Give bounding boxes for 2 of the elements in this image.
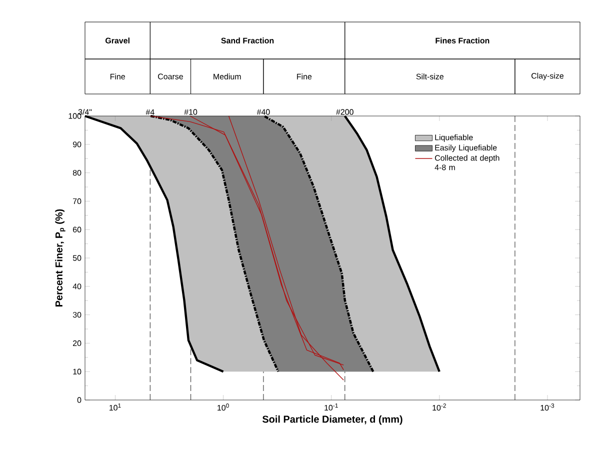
x-axis-title: Soil Particle Diameter, d (mm) (262, 415, 402, 425)
y-axis-title: Percent Finer, P$_{p}$ (%) (55, 209, 66, 306)
